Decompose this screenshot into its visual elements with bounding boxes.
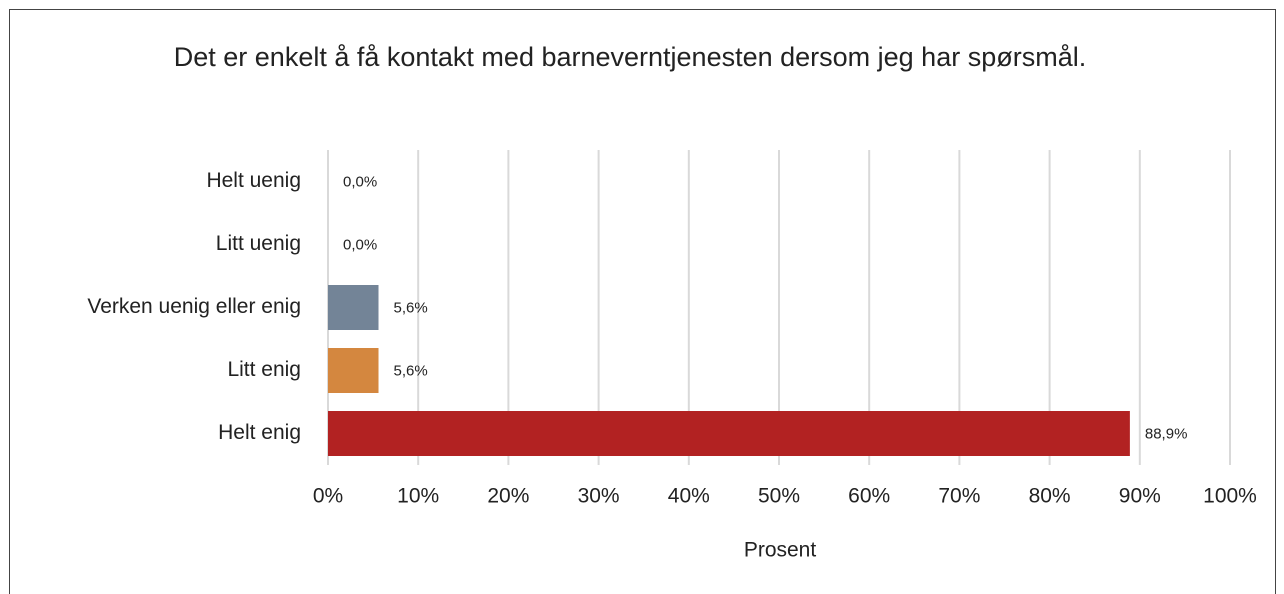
x-tick-label: 40% <box>668 485 710 508</box>
value-label: 5,6% <box>394 299 428 316</box>
bar <box>328 285 379 330</box>
x-tick-label: 0% <box>313 485 343 508</box>
value-label: 5,6% <box>394 362 428 379</box>
x-tick-label: 10% <box>397 485 439 508</box>
chart-frame <box>9 9 1276 594</box>
chart-title: Det er enkelt å få kontakt med barnevern… <box>173 42 1087 72</box>
x-tick-label: 20% <box>487 485 529 508</box>
x-tick-label: 60% <box>848 485 890 508</box>
value-label: 88,9% <box>1145 425 1188 442</box>
x-tick-label: 30% <box>578 485 620 508</box>
y-tick-label: Helt uenig <box>206 169 301 192</box>
value-label: 0,0% <box>343 173 377 190</box>
y-tick-label: Helt enig <box>218 421 301 444</box>
x-tick-label: 70% <box>938 485 980 508</box>
x-tick-label: 50% <box>758 485 800 508</box>
bar <box>328 411 1130 456</box>
x-tick-label: 100% <box>1203 485 1257 508</box>
y-tick-label: Litt uenig <box>216 232 301 255</box>
x-tick-label: 80% <box>1029 485 1071 508</box>
bar <box>328 348 379 393</box>
y-tick-label: Verken uenig eller enig <box>87 295 301 318</box>
x-axis-label: Prosent <box>744 539 817 562</box>
value-label: 0,0% <box>343 236 377 253</box>
x-tick-label: 90% <box>1119 485 1161 508</box>
y-tick-label: Litt enig <box>227 358 301 381</box>
